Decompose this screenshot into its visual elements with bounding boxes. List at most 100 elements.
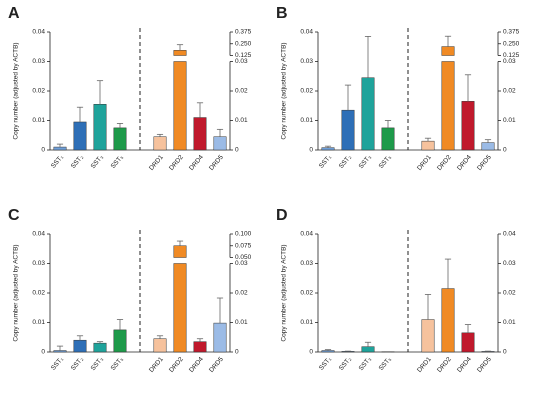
bar [73,339,87,353]
y2-tick-label: 0.01 [235,319,248,326]
y-tick-label: 0.03 [32,58,45,65]
x-tick-label: DRD5 [476,356,493,374]
bar [153,338,167,353]
y2-tick-label: 0.02 [235,88,248,95]
y-tick-label: 0.03 [32,260,45,267]
y2-tick-label: 0.01 [503,319,516,326]
y2-tick-label: 0.03 [503,58,516,65]
y2-tick-label: 0.01 [503,117,516,124]
x-tick-label: DRD1 [148,356,165,374]
bar [421,319,435,353]
x-tick-label: SST₂ [338,154,353,170]
y-tick-label: 0.01 [300,319,313,326]
bar-upper [441,46,455,56]
bar [441,288,455,353]
y2-tick-label: 0.075 [235,242,252,249]
y-tick-label: 0.02 [32,290,45,297]
bar [173,263,187,353]
bar [361,77,375,151]
y-axis-label: Copy number (adjusted by ACTB) [13,42,20,139]
y2-tick-label: 0.050 [235,254,252,261]
y2-tick-label: 0.01 [235,117,248,124]
x-tick-label: DRD1 [416,356,433,374]
bar [113,127,127,151]
bar-upper [173,50,187,56]
y-tick-label: 0.01 [300,117,313,124]
x-tick-label: SST₃ [90,154,105,170]
bar [481,142,495,151]
y2-tick-label: 0 [235,147,239,154]
bar [381,127,395,151]
bar-upper [173,245,187,258]
x-tick-label: DRD4 [456,154,473,172]
y2-tick-label: 0.02 [503,88,516,95]
y-tick-label: 0.04 [300,231,313,238]
bar [461,101,475,151]
y-tick-label: 0.03 [300,260,313,267]
x-tick-label: SST₁ [318,355,333,371]
y2-tick-label: 0 [235,349,239,356]
panel-label: C [8,207,20,224]
y-tick-label: 0.01 [32,117,45,124]
y-axis-label: Copy number (adjusted by ACTB) [13,244,20,341]
y-tick-label: 0.04 [300,29,313,36]
x-tick-label: SST₃ [358,154,373,170]
x-tick-label: SST₃ [358,356,373,372]
y2-tick-label: 0.250 [503,40,520,47]
x-tick-label: SST₂ [70,154,85,170]
bar [93,342,107,353]
y2-tick-label: 0.02 [503,290,516,297]
x-tick-label: SST₂ [70,356,85,372]
y2-tick-label: 0.03 [235,58,248,65]
y2-tick-label: 0.100 [235,231,252,238]
y-tick-label: 0.02 [32,88,45,95]
bar [321,350,335,353]
bar [73,121,87,151]
x-tick-label: DRD4 [456,356,473,374]
bar [53,350,67,353]
bar [53,146,67,151]
y2-tick-label: 0.375 [503,29,520,36]
bar [213,322,227,353]
x-tick-label: SST₅ [378,154,393,170]
bar [341,109,355,151]
x-tick-label: SST₁ [50,153,65,169]
bar [193,341,207,353]
x-tick-label: DRD4 [188,356,205,374]
bar [193,117,207,151]
x-tick-label: DRD5 [476,154,493,172]
y-tick-label: 0 [309,349,313,356]
y-tick-label: 0 [309,147,313,154]
x-tick-label: SST₁ [318,153,333,169]
y2-tick-label: 0.02 [235,290,248,297]
panel-label: A [8,5,20,22]
x-tick-label: DRD1 [416,154,433,172]
y2-tick-label: 0.375 [235,29,252,36]
x-tick-label: DRD4 [188,154,205,172]
bar [361,346,375,353]
bar [461,332,475,353]
x-tick-label: SST₃ [90,356,105,372]
x-tick-label: DRD2 [436,154,453,172]
y2-tick-label: 0.125 [235,52,252,59]
y2-tick-label: 0.03 [503,260,516,267]
x-tick-label: DRD2 [436,356,453,374]
bar [173,61,187,151]
y-tick-label: 0 [41,147,45,154]
x-tick-label: DRD2 [168,356,185,374]
panel-label: B [276,5,288,22]
y-tick-label: 0.02 [300,88,313,95]
y-tick-label: 0.01 [32,319,45,326]
bar [421,140,435,151]
x-tick-label: SST₅ [110,154,125,170]
x-tick-label: DRD2 [168,154,185,172]
y-tick-label: 0 [41,349,45,356]
y-axis-label: Copy number (adjusted by ACTB) [281,244,288,341]
y2-tick-label: 0.250 [235,40,252,47]
x-tick-label: SST₁ [50,355,65,371]
y2-tick-label: 0 [503,147,507,154]
bar [93,104,107,151]
bar [441,61,455,151]
